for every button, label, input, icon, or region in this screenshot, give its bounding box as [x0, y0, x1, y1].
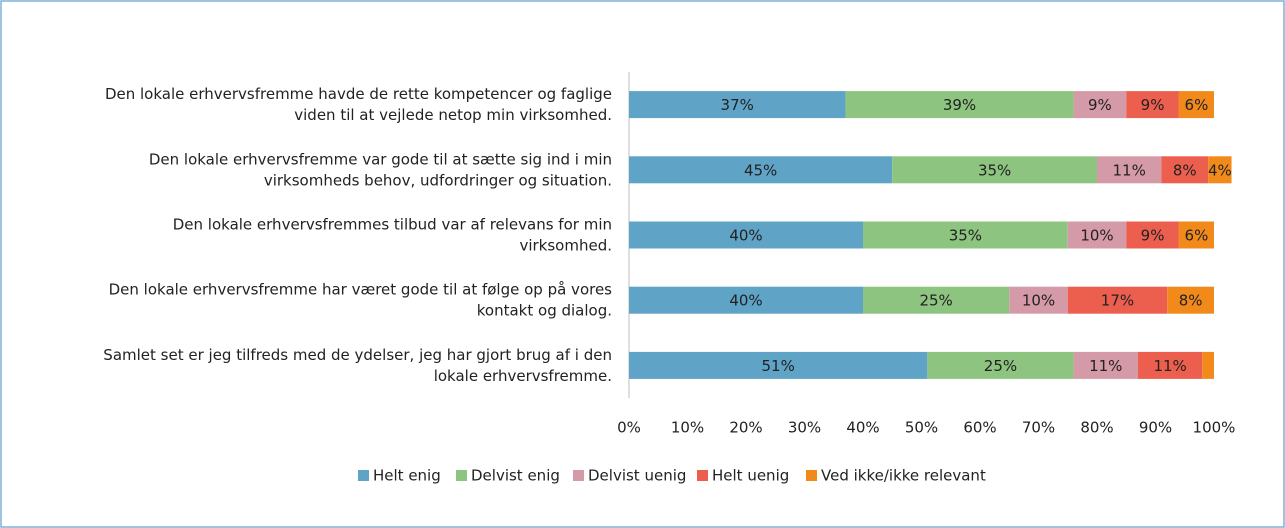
- bar-segment: [845, 91, 1074, 119]
- value-label: 35%: [978, 161, 1011, 179]
- value-label: 25%: [984, 357, 1017, 375]
- category-label: Den lokale erhvervsfremme var gode til a…: [149, 150, 612, 189]
- legend-label: Ved ikke/ikke relevant: [821, 467, 986, 485]
- value-label: 51%: [762, 357, 795, 375]
- bar-segment: [1137, 351, 1203, 379]
- legend-swatch: [358, 470, 369, 481]
- value-label: 40%: [729, 227, 762, 245]
- bar-segment: [1178, 91, 1214, 119]
- value-label: 39%: [943, 96, 976, 114]
- bar-segment: [1097, 156, 1162, 184]
- bar-segment: [1073, 91, 1127, 119]
- value-label: 10%: [1022, 292, 1055, 310]
- x-tick-label: 90%: [1139, 419, 1172, 437]
- bar-segment: [629, 91, 846, 119]
- x-tick-label: 70%: [1022, 419, 1055, 437]
- category-label: Den lokale erhvervsfremme har været gode…: [109, 280, 613, 319]
- legend-swatch: [456, 470, 467, 481]
- value-label: 9%: [1088, 96, 1112, 114]
- value-label: 8%: [1179, 292, 1203, 310]
- x-tick-label: 80%: [1080, 419, 1113, 437]
- bar-segment: [863, 286, 1010, 314]
- x-tick-label: 100%: [1193, 419, 1236, 437]
- value-label: 45%: [744, 161, 777, 179]
- value-label: 10%: [1080, 227, 1113, 245]
- value-label: 37%: [721, 96, 754, 114]
- legend-label: Delvist uenig: [588, 467, 686, 485]
- legend-swatch: [806, 470, 817, 481]
- x-tick-label: 20%: [729, 419, 762, 437]
- bar-segment: [1178, 221, 1214, 249]
- value-label: 40%: [729, 292, 762, 310]
- category-label: Samlet set er jeg tilfreds med de ydelse…: [103, 345, 612, 384]
- value-label: 4%: [1208, 161, 1232, 179]
- legend-label: Helt enig: [373, 467, 441, 485]
- legend-swatch: [573, 470, 584, 481]
- value-label: 17%: [1101, 292, 1134, 310]
- value-label: 11%: [1113, 161, 1146, 179]
- bar-segment: [1009, 286, 1068, 314]
- bar-segment: [1067, 221, 1127, 249]
- bar-segment: [629, 351, 928, 379]
- bar-segment: [1161, 156, 1209, 184]
- bar-segment: [1126, 91, 1179, 119]
- legend-label: Delvist enig: [471, 467, 560, 485]
- value-label: 11%: [1153, 357, 1186, 375]
- bar-segment: [927, 351, 1074, 379]
- value-label: 8%: [1173, 161, 1197, 179]
- bar-segment: [1073, 351, 1138, 379]
- bar-segment: [892, 156, 1097, 184]
- x-tick-label: 30%: [788, 419, 821, 437]
- legend-swatch: [697, 470, 708, 481]
- bar-segment: [1202, 351, 1214, 379]
- bar-segment: [863, 221, 1068, 249]
- value-label: 6%: [1185, 227, 1209, 245]
- bar-segment: [629, 221, 863, 249]
- value-label: 6%: [1185, 96, 1209, 114]
- category-label: Den lokale erhvervsfremme havde de rette…: [105, 85, 612, 124]
- bar-segment: [629, 156, 893, 184]
- bar-segment: [1167, 286, 1214, 314]
- value-label: 35%: [949, 227, 982, 245]
- x-tick-label: 0%: [617, 419, 641, 437]
- x-tick-label: 60%: [963, 419, 996, 437]
- bar-segment: [1067, 286, 1168, 314]
- value-label: 11%: [1089, 357, 1122, 375]
- bar-segment: [629, 286, 863, 314]
- x-tick-label: 50%: [905, 419, 938, 437]
- legend-label: Helt uenig: [712, 467, 789, 485]
- x-tick-label: 40%: [846, 419, 879, 437]
- value-label: 25%: [919, 292, 952, 310]
- bar-segment: [1208, 156, 1232, 184]
- category-label: Den lokale erhvervsfremmes tilbud var af…: [173, 215, 612, 254]
- value-label: 9%: [1141, 96, 1165, 114]
- value-label: 9%: [1141, 227, 1165, 245]
- x-tick-label: 10%: [671, 419, 704, 437]
- bar-segment: [1126, 221, 1179, 249]
